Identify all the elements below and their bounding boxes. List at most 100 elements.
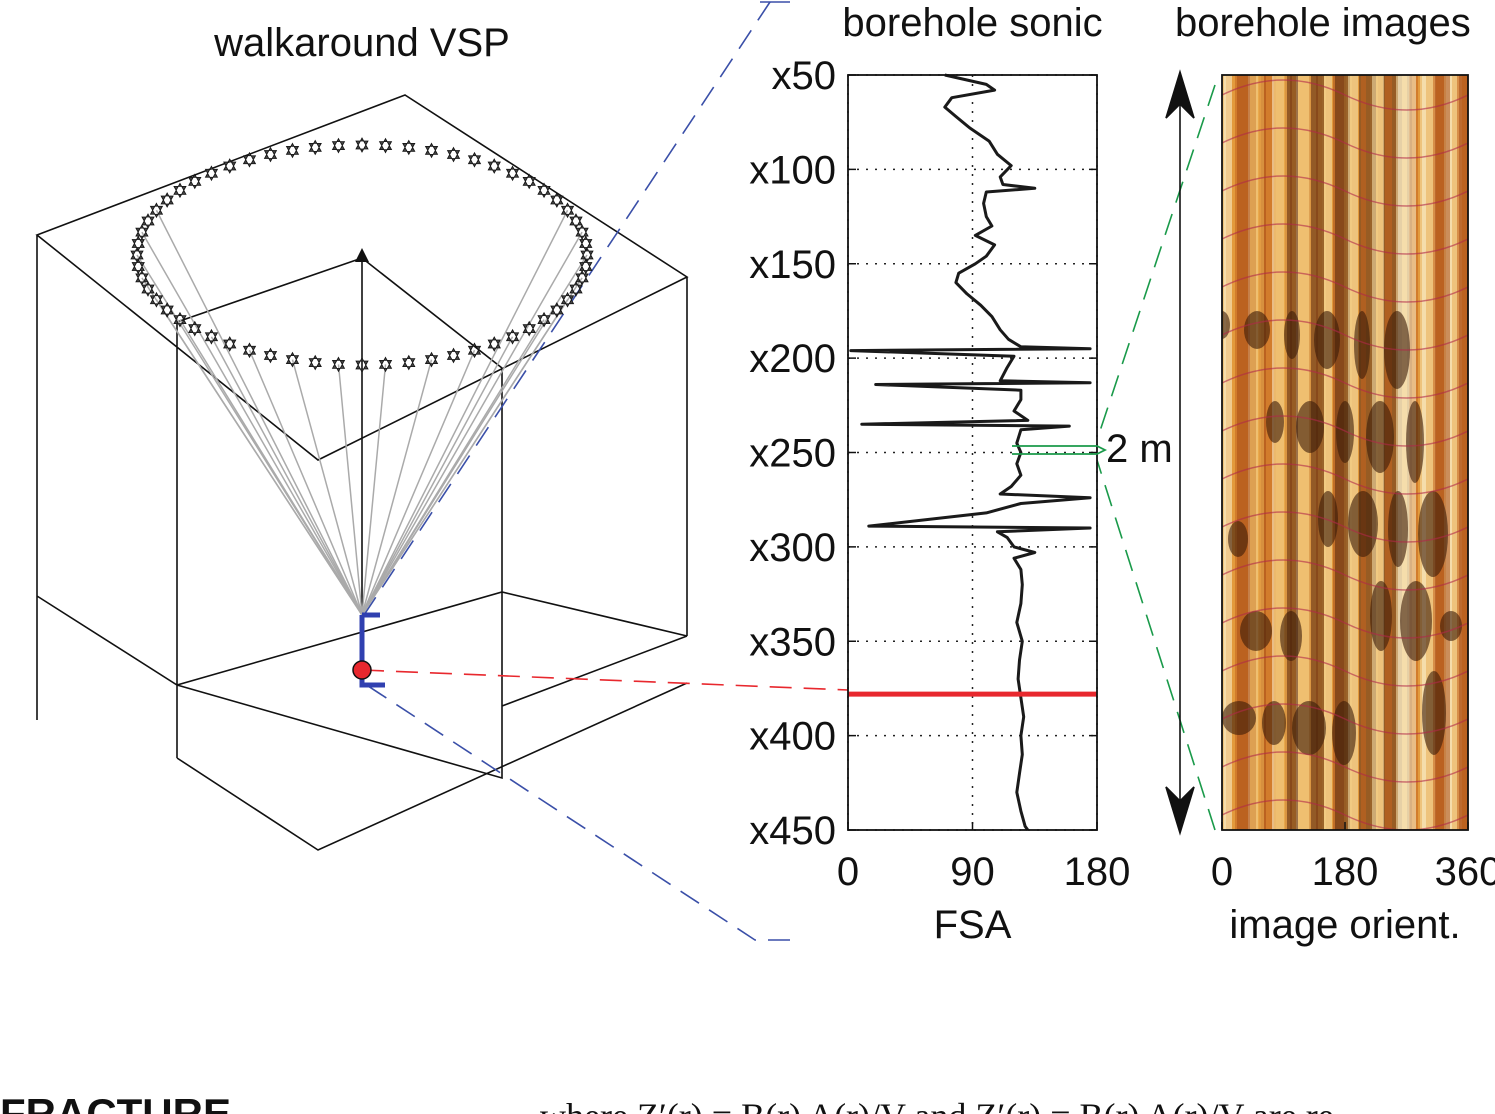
y-tick-label: x450 xyxy=(749,809,836,853)
y-tick-label: x150 xyxy=(749,243,836,287)
image-blob xyxy=(1370,581,1392,651)
source-star xyxy=(149,202,164,219)
source-star xyxy=(550,192,564,208)
source-star xyxy=(575,224,589,240)
image-blob xyxy=(1406,401,1424,483)
source-star xyxy=(242,342,257,359)
sonic-log xyxy=(849,73,1092,831)
receiver xyxy=(352,660,372,680)
source-star xyxy=(579,235,593,252)
y-tick-label: x250 xyxy=(749,432,836,476)
image-sinusoid xyxy=(1222,367,1468,399)
source-star xyxy=(402,354,416,371)
source-star xyxy=(505,328,520,345)
ray xyxy=(361,336,514,616)
source-star xyxy=(173,311,187,328)
source-star xyxy=(331,356,346,373)
image-blob xyxy=(1318,491,1338,547)
image-sinusoid xyxy=(1222,79,1468,111)
image-sinusoid xyxy=(1222,607,1468,639)
borehole-image xyxy=(1222,75,1468,830)
x-axis-label: FSA xyxy=(934,903,1012,947)
image-sinusoid xyxy=(1222,175,1468,207)
source-star xyxy=(308,354,322,371)
source-star xyxy=(141,281,155,297)
y-tick-label: x300 xyxy=(749,526,836,570)
source-star xyxy=(569,281,583,297)
image-stripe xyxy=(1287,75,1298,830)
source-star xyxy=(487,336,501,352)
source-star xyxy=(402,139,416,156)
y-tick-label: x350 xyxy=(749,620,836,664)
source-star xyxy=(522,173,536,190)
image-sinusoid xyxy=(1222,751,1468,783)
source-star xyxy=(173,182,187,199)
body-text: where Z′(r) = B(r) A(r)/V and Z′(r) = B(… xyxy=(540,1096,1334,1114)
source-star xyxy=(308,139,322,156)
image-blob xyxy=(1240,611,1272,651)
source-star xyxy=(505,165,520,182)
ray xyxy=(248,349,363,616)
image-blob xyxy=(1228,521,1248,557)
source-star xyxy=(378,137,393,154)
source-star xyxy=(242,151,257,168)
image-blob xyxy=(1366,401,1394,473)
image-sinusoid xyxy=(1222,559,1468,591)
ray xyxy=(337,364,363,616)
image-blob xyxy=(1284,311,1300,359)
source-star xyxy=(378,356,393,373)
panel-title: walkaround VSP xyxy=(213,21,510,65)
image-stripe xyxy=(1348,75,1358,830)
source-star xyxy=(522,320,536,337)
section-heading: FRACTURE xyxy=(0,1090,231,1114)
image-sinusoid xyxy=(1222,223,1468,255)
ray xyxy=(361,319,545,616)
source-star xyxy=(223,336,237,352)
ray xyxy=(155,209,363,616)
x-tick-label: 360 xyxy=(1435,850,1495,894)
source-star xyxy=(160,302,174,318)
source-star xyxy=(424,142,439,159)
image-chart: borehole images 0 180 360 image orient. xyxy=(1175,1,1495,947)
annotation: 2 m xyxy=(1106,427,1173,471)
y-tick-label: x50 xyxy=(772,54,837,98)
image-stripe xyxy=(1435,75,1450,830)
scale-bracket xyxy=(1012,445,1108,455)
source-star xyxy=(131,235,145,252)
image-blob xyxy=(1314,311,1340,369)
image-blob xyxy=(1388,491,1408,567)
y-tick-label: x100 xyxy=(749,148,836,192)
source-star xyxy=(424,351,439,368)
source-star xyxy=(160,192,174,208)
well-segment xyxy=(359,612,385,688)
image-blob xyxy=(1336,401,1354,463)
source-star xyxy=(550,302,564,318)
source-star xyxy=(263,347,278,364)
source-star xyxy=(130,247,144,263)
image-blob xyxy=(1418,491,1448,577)
image-blob xyxy=(1354,311,1370,379)
ray xyxy=(141,277,363,616)
ray xyxy=(361,364,387,616)
image-blob xyxy=(1280,611,1302,661)
image-blob xyxy=(1262,701,1286,745)
source-star xyxy=(223,158,237,174)
source-star xyxy=(446,347,461,364)
source-star xyxy=(188,320,202,337)
y-tick-label: x400 xyxy=(749,715,836,759)
chart-title: borehole sonic xyxy=(842,1,1102,45)
source-star xyxy=(560,202,575,219)
source-star xyxy=(204,165,219,182)
source-star xyxy=(560,291,575,308)
source-star xyxy=(580,247,594,263)
image-blob xyxy=(1348,491,1378,557)
source-star xyxy=(537,182,551,199)
x-tick-label: 180 xyxy=(1312,850,1379,894)
x-tick-label: 0 xyxy=(1211,850,1233,894)
ray xyxy=(291,359,363,616)
x-tick-label: 0 xyxy=(837,850,859,894)
image-blob xyxy=(1422,671,1446,755)
plot-frame xyxy=(847,74,1098,831)
source-star xyxy=(135,224,149,240)
